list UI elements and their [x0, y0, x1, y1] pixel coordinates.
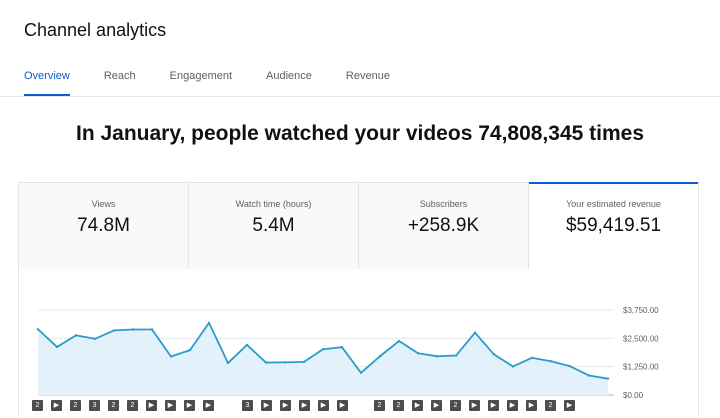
video-count-badge[interactable]: 3 — [242, 400, 253, 411]
video-play-icon[interactable]: ▶ — [488, 400, 499, 411]
video-count-badge[interactable]: 2 — [70, 400, 81, 411]
data-point[interactable] — [568, 365, 572, 368]
data-point[interactable] — [378, 355, 382, 358]
data-point[interactable] — [226, 361, 230, 365]
metric-watch-time[interactable]: Watch time (hours) 5.4M — [189, 183, 359, 269]
data-point[interactable] — [169, 355, 173, 358]
data-point[interactable] — [359, 371, 363, 374]
data-point[interactable] — [397, 339, 401, 343]
data-point[interactable] — [549, 360, 553, 363]
video-count-badge[interactable]: 2 — [127, 400, 138, 411]
metric-value: 5.4M — [252, 215, 295, 236]
data-point[interactable] — [36, 328, 40, 331]
video-play-icon[interactable]: ▶ — [203, 400, 214, 411]
metric-tabs: Views 74.8M Watch time (hours) 5.4M Subs… — [19, 182, 698, 269]
video-count-badge[interactable]: 2 — [108, 400, 119, 411]
revenue-area — [38, 322, 608, 395]
metric-label: Subscribers — [419, 199, 468, 209]
data-point[interactable] — [207, 321, 211, 325]
tab-reach[interactable]: Reach — [103, 70, 136, 82]
data-point[interactable] — [416, 352, 420, 355]
data-point[interactable] — [454, 354, 458, 357]
data-point[interactable] — [112, 329, 116, 332]
header: Channel analytics Overview Reach Engagem… — [0, 0, 720, 97]
data-point[interactable] — [492, 353, 496, 356]
metric-value: +258.9K — [407, 215, 480, 236]
metrics-card: Views 74.8M Watch time (hours) 5.4M Subs… — [18, 182, 699, 418]
video-play-icon[interactable]: ▶ — [184, 400, 195, 411]
metric-subscribers[interactable]: Subscribers +258.9K — [359, 183, 529, 269]
data-point[interactable] — [321, 348, 325, 351]
video-play-icon[interactable]: ▶ — [165, 400, 176, 411]
data-point[interactable] — [150, 328, 154, 331]
data-point[interactable] — [264, 361, 268, 364]
data-point[interactable] — [473, 331, 477, 334]
y-tick-label: $0.00 — [623, 391, 644, 400]
video-play-icon[interactable]: ▶ — [526, 400, 537, 411]
video-count-badge[interactable]: 2 — [450, 400, 461, 411]
revenue-chart[interactable]: $3,750.00 $2,500.00 $1,250.00 $0.00 — [0, 266, 720, 400]
data-point[interactable] — [530, 356, 534, 360]
metric-value: $59,419.51 — [565, 215, 662, 236]
video-count-badge[interactable]: 2 — [32, 400, 43, 411]
metric-label: Views — [91, 199, 116, 209]
data-point[interactable] — [283, 361, 287, 364]
metric-value: 74.8M — [77, 215, 130, 236]
metric-views[interactable]: Views 74.8M — [19, 183, 189, 269]
tab-bar: Overview Reach Engagement Audience Reven… — [24, 70, 424, 96]
video-play-icon[interactable]: ▶ — [469, 400, 480, 411]
y-tick-label: $1,250.00 — [623, 363, 659, 372]
video-count-badge[interactable]: 2 — [545, 400, 556, 411]
metric-label: Your estimated revenue — [566, 199, 661, 209]
video-count-badge[interactable]: 2 — [393, 400, 404, 411]
tab-engagement[interactable]: Engagement — [169, 70, 233, 82]
video-play-icon[interactable]: ▶ — [261, 400, 272, 411]
data-point[interactable] — [245, 343, 249, 347]
data-point[interactable] — [587, 374, 591, 377]
data-point[interactable] — [55, 345, 59, 349]
tab-revenue[interactable]: Revenue — [345, 70, 390, 82]
data-point[interactable] — [188, 348, 192, 352]
video-play-icon[interactable]: ▶ — [412, 400, 423, 411]
tab-audience[interactable]: Audience — [266, 70, 312, 82]
summary-headline: In January, people watched your videos 7… — [75, 122, 644, 145]
video-play-icon[interactable]: ▶ — [299, 400, 310, 411]
tab-overview[interactable]: Overview — [24, 70, 70, 96]
video-play-icon[interactable]: ▶ — [318, 400, 329, 411]
video-play-icon[interactable]: ▶ — [280, 400, 291, 411]
video-play-icon[interactable]: ▶ — [564, 400, 575, 411]
video-play-icon[interactable]: ▶ — [507, 400, 518, 411]
data-point[interactable] — [74, 334, 78, 337]
video-count-badge[interactable]: 2 — [374, 400, 385, 411]
data-point[interactable] — [131, 328, 135, 331]
data-point[interactable] — [93, 337, 97, 340]
page-title: Channel analytics — [24, 20, 167, 40]
video-play-icon[interactable]: ▶ — [431, 400, 442, 411]
metric-label: Watch time (hours) — [235, 199, 312, 209]
y-tick-label: $3,750.00 — [623, 306, 659, 315]
data-point[interactable] — [511, 365, 515, 368]
video-play-icon[interactable]: ▶ — [146, 400, 157, 411]
data-point[interactable] — [340, 345, 344, 349]
video-count-badge[interactable]: 3 — [89, 400, 100, 411]
video-play-icon[interactable]: ▶ — [51, 400, 62, 411]
data-point[interactable] — [302, 360, 306, 364]
video-marker-row: 2 ▶ 2 3 2 2 ▶ ▶ ▶ ▶ 3 ▶ ▶ ▶ ▶ ▶ 2 2 ▶ ▶ 2 ▶ ▶ ▶ ▶ 2 ▶ — [0, 400, 720, 416]
y-tick-label: $2,500.00 — [623, 334, 659, 343]
video-play-icon[interactable]: ▶ — [337, 400, 348, 411]
data-point[interactable] — [606, 377, 610, 380]
data-point[interactable] — [435, 355, 439, 358]
metric-revenue[interactable]: Your estimated revenue $59,419.51 — [529, 182, 698, 269]
